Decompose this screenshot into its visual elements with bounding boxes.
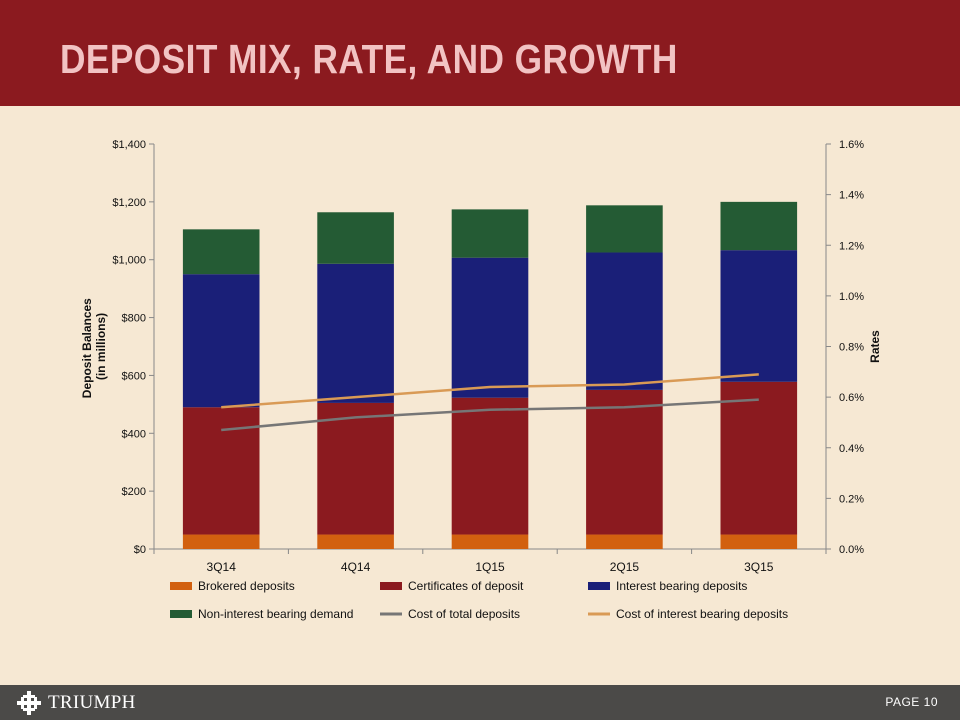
deposit-chart: $0 $200 $400 $600 $800 $1,000 $1,200 $1,400 0.0… — [80, 139, 882, 621]
right-tick-label: 1.0% — [839, 291, 864, 303]
triumph-cross-icon — [17, 691, 41, 715]
bar-certificates-of-deposit-1q15 — [451, 397, 529, 535]
bar-brokered-deposits-3q14 — [182, 534, 260, 549]
footer-bar: TRIUMPH PAGE 10 — [0, 685, 960, 720]
left-tick-label: $1,200 — [112, 197, 146, 209]
line-cost-of-interest-bearing-deposits — [221, 373, 759, 409]
x-tick-label: 1Q15 — [475, 560, 505, 574]
bar-certificates-of-deposit-4q14 — [317, 402, 394, 535]
legend-label-interest-bearing-deposits: Interest bearing deposits — [616, 579, 747, 593]
bar-interest-bearing-deposits-4q14 — [317, 263, 394, 403]
legend-label-cost-of-total-deposits: Cost of total deposits — [408, 607, 520, 621]
right-tick-label: 0.8% — [839, 342, 864, 354]
legend-label-non-interest-bearing-demand: Non-interest bearing demand — [198, 607, 353, 621]
bar-interest-bearing-deposits-1q15 — [451, 257, 529, 398]
line-cost-of-total-deposits — [221, 398, 759, 432]
bar-brokered-deposits-4q14 — [317, 534, 394, 549]
right-tick-label: 0.6% — [839, 392, 864, 404]
left-tick-label: $400 — [122, 428, 146, 440]
left-axis-title-line1: Deposit Balances — [80, 298, 94, 398]
bar-certificates-of-deposit-3q15 — [720, 381, 798, 535]
bar-brokered-deposits-1q15 — [451, 534, 529, 549]
right-tick-label: 1.6% — [839, 139, 864, 151]
bar-certificates-of-deposit-2q15 — [586, 389, 663, 535]
legend-label-cost-of-interest-bearing-deposits: Cost of interest bearing deposits — [616, 607, 788, 621]
x-tick-label: 3Q15 — [744, 560, 774, 574]
right-axis-title: Rates — [868, 330, 882, 363]
bar-series — [182, 201, 798, 549]
chart-legend: Brokered deposits Certificates of deposit… — [170, 579, 788, 621]
slide-title: DEPOSIT MIX, RATE, AND GROWTH — [60, 36, 678, 82]
x-tick-label: 2Q15 — [610, 560, 640, 574]
left-axis-title: Deposit Balances (in millions) — [80, 295, 108, 398]
bar-non-interest-bearing-demand-1q15 — [451, 209, 529, 258]
legend-label-brokered-deposits: Brokered deposits — [198, 579, 295, 593]
x-tick-label: 3Q14 — [207, 560, 237, 574]
left-tick-label: $0 — [134, 544, 146, 556]
triumph-logo: TRIUMPH — [16, 690, 136, 716]
bar-interest-bearing-deposits-2q15 — [586, 252, 663, 390]
left-axis-tick-labels: $0 $200 $400 $600 $800 $1,000 $1,200 $1,400 — [112, 139, 146, 556]
page-number: PAGE 10 — [885, 695, 938, 709]
bar-non-interest-bearing-demand-3q14 — [182, 229, 260, 275]
left-tick-label: $800 — [122, 313, 146, 325]
right-tick-label: 0.4% — [839, 443, 864, 455]
legend-swatch-certificates-of-deposit — [380, 582, 402, 590]
x-axis-tick-labels: 3Q14 4Q14 1Q15 2Q15 3Q15 — [207, 560, 774, 574]
slide-header: DEPOSIT MIX, RATE, AND GROWTH — [0, 0, 960, 106]
legend-swatch-non-interest-bearing-demand — [170, 610, 192, 618]
brand-name: TRIUMPH — [48, 692, 136, 713]
right-tick-label: 0.0% — [839, 544, 864, 556]
right-axis-tick-labels: 0.0% 0.2% 0.4% 0.6% 0.8% 1.0% 1.2% 1.4% 1.6% — [839, 139, 864, 556]
bar-brokered-deposits-3q15 — [720, 534, 798, 549]
bar-non-interest-bearing-demand-2q15 — [586, 205, 663, 253]
left-axis-title-line2: (in millions) — [94, 313, 108, 380]
bar-non-interest-bearing-demand-3q15 — [720, 201, 798, 251]
right-tick-label: 1.2% — [839, 240, 864, 252]
legend-label-certificates-of-deposit: Certificates of deposit — [408, 579, 524, 593]
legend-swatch-brokered-deposits — [170, 582, 192, 590]
right-tick-label: 1.4% — [839, 190, 864, 202]
left-tick-label: $200 — [122, 486, 146, 498]
x-tick-label: 4Q14 — [341, 560, 371, 574]
left-tick-label: $600 — [122, 370, 146, 382]
bar-interest-bearing-deposits-3q14 — [182, 274, 260, 408]
right-tick-label: 0.2% — [839, 493, 864, 505]
left-tick-label: $1,400 — [112, 139, 146, 151]
bar-interest-bearing-deposits-3q15 — [720, 250, 798, 382]
legend-swatch-interest-bearing-deposits — [588, 582, 610, 590]
left-tick-label: $1,000 — [112, 255, 146, 267]
bar-brokered-deposits-2q15 — [586, 534, 663, 549]
bar-non-interest-bearing-demand-4q14 — [317, 212, 394, 264]
line-series — [221, 373, 759, 432]
tick-marks — [149, 143, 831, 554]
